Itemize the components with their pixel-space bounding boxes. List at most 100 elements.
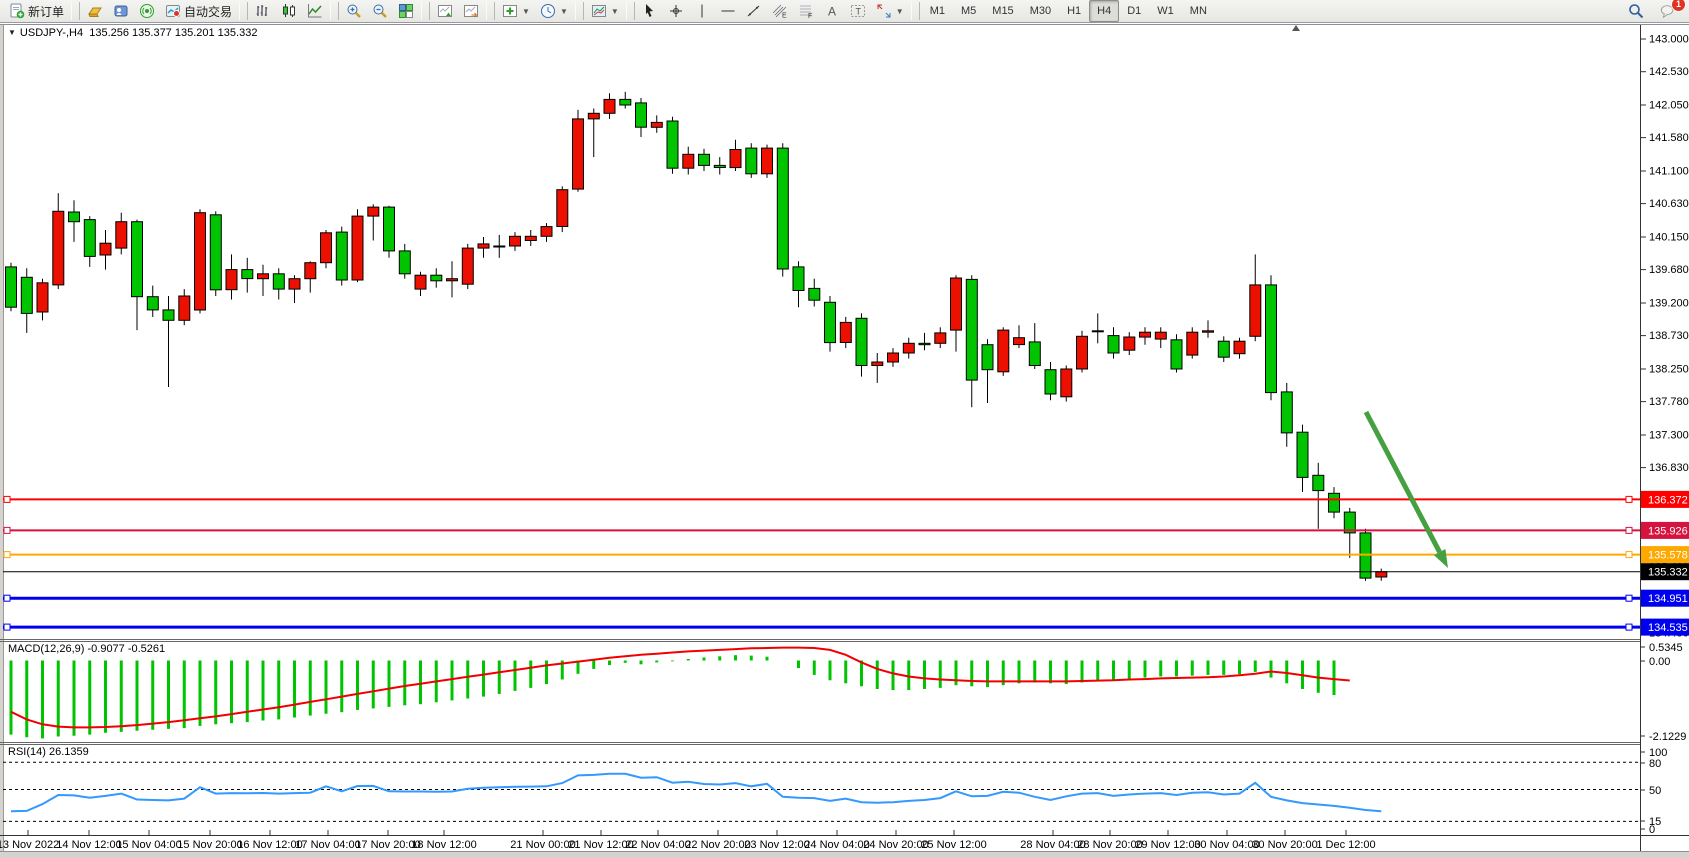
label-tool-button[interactable]: T <box>845 0 871 22</box>
time-tick-label: 14 Nov 12:00 <box>56 839 121 851</box>
auto-scroll-button[interactable] <box>432 0 458 22</box>
crosshair-tool-button[interactable] <box>663 0 689 22</box>
rsi-label: RSI(14) 26.1359 <box>8 746 89 758</box>
candle-body-up <box>1202 330 1214 333</box>
text-tool-button[interactable]: A <box>819 0 845 22</box>
trend-arrow-object[interactable] <box>1363 410 1448 568</box>
timeframe-w1-button[interactable]: W1 <box>1157 5 1174 17</box>
chevron-down-icon[interactable]: ▼ <box>559 6 568 16</box>
candle-body-down <box>698 153 710 166</box>
hline-handle[interactable] <box>1625 551 1633 559</box>
rsi-line <box>10 772 1382 813</box>
hline-handle[interactable] <box>3 594 11 602</box>
price-tick-label: 137.780 <box>1649 396 1689 408</box>
candle-body-down <box>918 342 931 346</box>
channel-tool-button[interactable]: E <box>767 0 793 22</box>
hline-handle[interactable] <box>1625 623 1633 631</box>
rsi-indicator-name: RSI(14) <box>8 746 46 758</box>
svg-text:136.372: 136.372 <box>1648 494 1688 506</box>
line-chart-button[interactable] <box>302 0 328 22</box>
price-hline[interactable] <box>3 551 1640 559</box>
candle-body-down <box>855 317 868 366</box>
chart-shift-button[interactable] <box>458 0 484 22</box>
cursor-tool-button[interactable] <box>637 0 663 22</box>
chart-shift-marker-icon[interactable] <box>1292 25 1300 31</box>
candle-body-down <box>272 273 285 290</box>
chart-symbol: USDJPY-,H4 <box>19 27 84 39</box>
templates-button[interactable]: ▼ <box>586 0 624 22</box>
hline-handle[interactable] <box>3 623 11 631</box>
symbol-dropdown-icon[interactable]: ▼ <box>8 28 16 37</box>
candle-body-down <box>1296 431 1309 478</box>
market-watch-button[interactable] <box>82 0 108 22</box>
timeframe-mn-button[interactable]: MN <box>1189 5 1207 17</box>
candle-body-up <box>839 321 852 343</box>
fibonacci-tool-button[interactable]: F <box>793 0 819 22</box>
hline-handle[interactable] <box>3 526 11 534</box>
price-hline[interactable] <box>3 495 1640 503</box>
notification-badge: 1 <box>1671 0 1686 12</box>
new-order-button[interactable]: 新订单 <box>4 0 69 22</box>
timeframe-m15-button[interactable]: M15 <box>992 5 1014 17</box>
chevron-down-icon[interactable]: ▼ <box>895 6 904 16</box>
candle-body-up <box>178 295 191 321</box>
chevron-down-icon[interactable]: ▼ <box>610 6 619 16</box>
indicators-button[interactable]: ▼ <box>497 0 535 22</box>
hline-handle[interactable] <box>3 495 11 503</box>
arrows-tool-button[interactable]: ▼ <box>871 0 909 22</box>
search-button[interactable] <box>1623 0 1649 22</box>
hline-handle[interactable] <box>3 551 11 559</box>
zoom-out-button[interactable] <box>367 0 393 22</box>
pane-separator[interactable] <box>0 639 1689 642</box>
pane-separator[interactable] <box>0 742 1689 745</box>
notifications-button[interactable]: 1 <box>1655 0 1686 22</box>
candle-body-down <box>383 206 395 252</box>
candle-body-up <box>288 278 301 290</box>
candle-body-up <box>650 121 663 128</box>
price-hline[interactable] <box>3 526 1640 534</box>
price-hline[interactable] <box>3 623 1640 631</box>
hline-tool-button[interactable] <box>715 0 741 22</box>
tile-windows-button[interactable] <box>393 0 419 22</box>
candle-body-up <box>729 149 742 169</box>
toolbar-separator <box>910 2 920 20</box>
candle-body-down <box>666 120 679 169</box>
vline-tool-button[interactable] <box>689 0 715 22</box>
hline-handle[interactable] <box>1625 495 1633 503</box>
macd-tick-label: 0.5345 <box>1649 642 1683 654</box>
time-tick-label: 1 Dec 12:00 <box>1316 839 1375 851</box>
candlestick-chart-button[interactable] <box>276 0 302 22</box>
timeframe-h1-button[interactable]: H1 <box>1067 5 1082 17</box>
periods-button[interactable]: ▼ <box>535 0 573 22</box>
new-order-button-label: 新订单 <box>28 4 65 19</box>
timeframe-h4-button[interactable]: H4 <box>1089 0 1120 22</box>
hline-handle[interactable] <box>1625 526 1633 534</box>
hline-price-badge: 135.578 <box>1641 546 1689 564</box>
timeframe-m30-button[interactable]: M30 <box>1029 5 1052 17</box>
candle-body-up <box>1375 571 1388 578</box>
rsi-indicator-value: 26.1359 <box>48 746 89 758</box>
candle-body-up <box>477 243 490 249</box>
signals-button[interactable] <box>134 0 160 22</box>
autotrading-button[interactable]: 自动交易 <box>160 0 237 22</box>
time-tick-label: 13 Nov 2022 <box>0 839 59 851</box>
toolbar-separator <box>239 2 249 20</box>
data-window-button[interactable] <box>108 0 134 22</box>
market-watch-icon <box>87 3 103 19</box>
zoom-in-button[interactable] <box>341 0 367 22</box>
time-tick-label: 28 Nov 04:00 <box>1020 839 1085 851</box>
timeframe-m5-button[interactable]: M5 <box>961 5 977 17</box>
timeframe-d1-button[interactable]: D1 <box>1127 5 1142 17</box>
bar-chart-button[interactable] <box>250 0 276 22</box>
hline-handle[interactable] <box>1625 594 1633 602</box>
periods-icon <box>540 3 556 19</box>
price-axis[interactable]: 143.000 142.530 142.050 141.580 141.100 140.6… <box>1640 25 1689 852</box>
price-hline[interactable] <box>3 594 1640 602</box>
timeframe-m1-button[interactable]: M1 <box>929 5 945 17</box>
chevron-down-icon[interactable]: ▼ <box>522 6 530 16</box>
trendline-tool-button[interactable] <box>741 0 767 22</box>
candle-body-up <box>1154 331 1167 340</box>
candle-body-down <box>83 219 96 257</box>
